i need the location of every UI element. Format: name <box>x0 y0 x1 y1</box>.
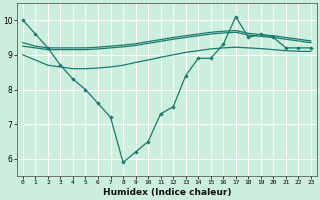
X-axis label: Humidex (Indice chaleur): Humidex (Indice chaleur) <box>103 188 231 197</box>
